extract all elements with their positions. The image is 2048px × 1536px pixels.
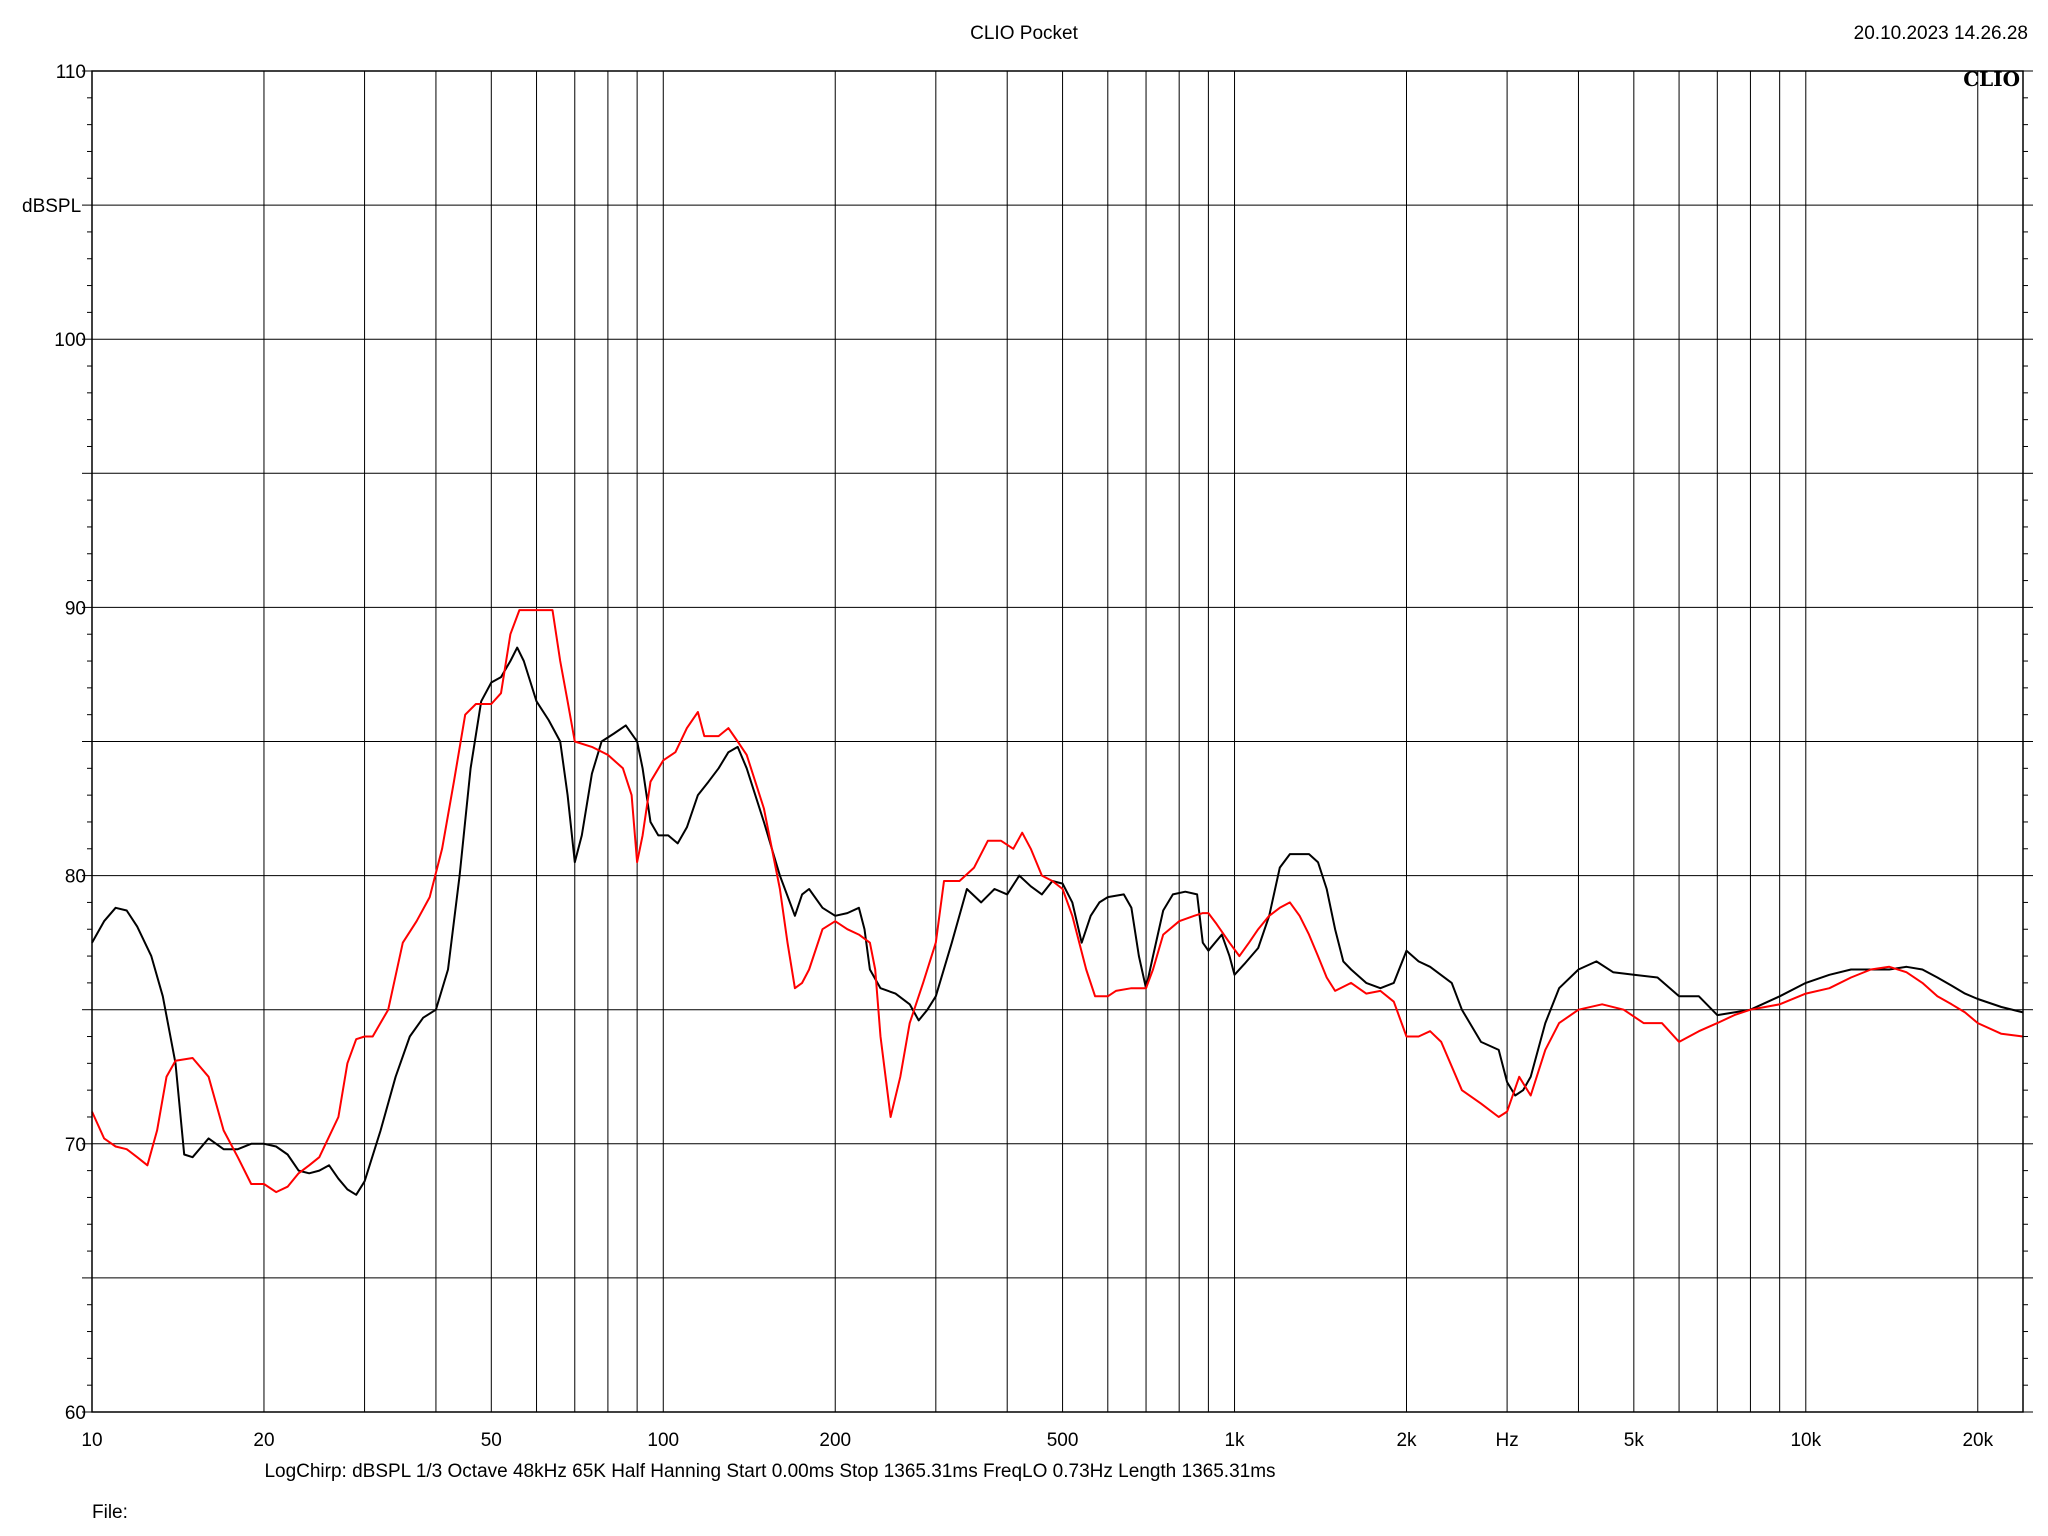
file-label: File: — [92, 1502, 128, 1523]
y-tick-label: 100 — [54, 330, 86, 351]
x-tick-label: 5k — [1624, 1430, 1645, 1451]
tick-labels: 60 70 80 90 100 110 10 20 50 100 200 500 1k 2k 5k 10k 20… — [54, 62, 1993, 1451]
grid-lines — [82, 70, 2033, 1413]
x-tick-label: 50 — [481, 1430, 502, 1451]
x-tick-label: 20k — [1962, 1430, 1993, 1451]
data-series — [91, 609, 2024, 1196]
plot-frame — [91, 70, 2024, 1413]
measurement-settings: LogChirp: dBSPL 1/3 Octave 48kHz 65K Hal… — [264, 1461, 1276, 1482]
x-tick-label: 10k — [1790, 1430, 1821, 1451]
x-tick-label: 100 — [647, 1430, 679, 1451]
x-axis-label: Hz — [1495, 1430, 1518, 1451]
x-tick-label: 20 — [253, 1430, 274, 1451]
y-tick-label: 110 — [56, 62, 86, 83]
series-line-2 — [91, 609, 2024, 1194]
x-tick-label: 2k — [1396, 1430, 1417, 1451]
y-tick-label: 70 — [65, 1135, 86, 1156]
timestamp: 20.10.2023 14.26.28 — [1853, 23, 2028, 44]
x-tick-label: 500 — [1047, 1430, 1079, 1451]
clio-logo: CLIO — [1963, 67, 2020, 91]
y-tick-label: 80 — [65, 867, 86, 888]
y-tick-label: 60 — [65, 1403, 86, 1424]
x-tick-label: 200 — [819, 1430, 851, 1451]
y-axis-label: dBSPL — [22, 196, 81, 217]
x-tick-label: 10 — [81, 1430, 102, 1451]
series-line-1 — [91, 646, 2024, 1196]
y-tick-label: 90 — [65, 598, 86, 619]
chart-title: CLIO Pocket — [970, 23, 1078, 44]
x-tick-label: 1k — [1224, 1430, 1245, 1451]
